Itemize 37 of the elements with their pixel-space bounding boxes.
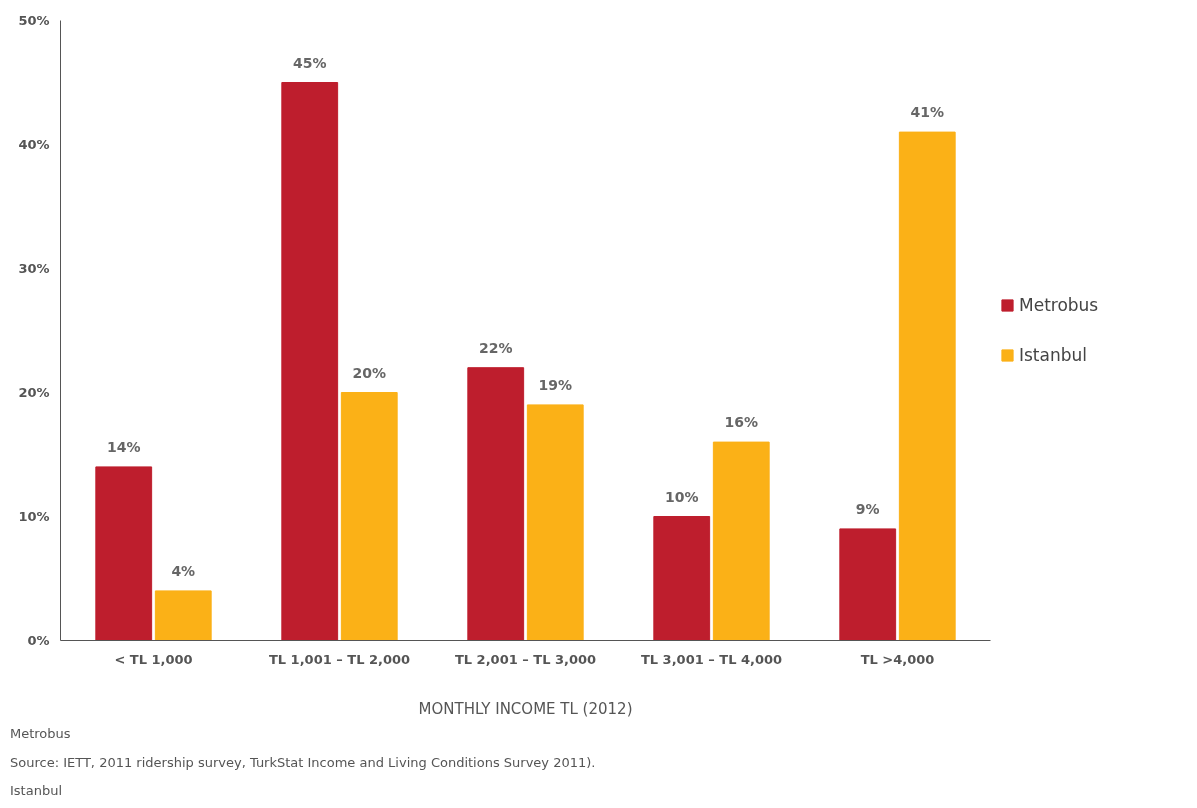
data-label: 14%	[106, 438, 141, 455]
data-label: 41%	[910, 104, 945, 121]
y-tick-label: 20%	[18, 385, 50, 400]
data-label: 10%	[664, 488, 699, 505]
data-label: 20%	[352, 364, 387, 381]
bar	[467, 367, 525, 641]
text: Metrobus	[10, 725, 71, 743]
data-label: 45%	[292, 54, 327, 71]
bar	[653, 516, 711, 641]
bar	[839, 528, 897, 641]
data-label: 16%	[724, 414, 759, 431]
text: Istanbul	[10, 782, 63, 801]
bar	[712, 441, 770, 641]
bar	[526, 404, 584, 641]
data-label: 22%	[478, 339, 513, 356]
bar	[898, 131, 956, 641]
y-tick-label: 40%	[18, 137, 50, 152]
x-tick-label: TL >4,000	[860, 651, 935, 667]
bar	[154, 590, 212, 641]
x-tick-label: < TL 1,000	[114, 651, 193, 667]
bar	[340, 392, 398, 641]
x-tick-label: TL 1,001 – TL 2,000	[268, 651, 411, 667]
bar	[281, 82, 339, 641]
legend-label: Metrobus	[1019, 295, 1099, 315]
legend-label: Istanbul	[1019, 345, 1088, 365]
y-tick-label: 0%	[27, 633, 50, 648]
x-axis-title: MONTHLY INCOME TL (2012)	[418, 699, 633, 718]
y-tick-label: 10%	[18, 509, 50, 524]
y-tick-label: 30%	[18, 261, 50, 276]
bar	[95, 466, 153, 641]
data-label: 19%	[538, 376, 573, 393]
x-tick-label: TL 2,001 – TL 3,000	[454, 651, 597, 667]
x-tick-label: TL 3,001 – TL 4,000	[640, 651, 783, 667]
source-note: Source: IETT, 2011 ridership survey, TurkStat Income and Living Conditions Survey 2011).	[10, 753, 596, 772]
y-tick-label: 50%	[18, 13, 50, 28]
data-label: 9%	[855, 500, 880, 517]
data-label: 4%	[171, 562, 196, 579]
